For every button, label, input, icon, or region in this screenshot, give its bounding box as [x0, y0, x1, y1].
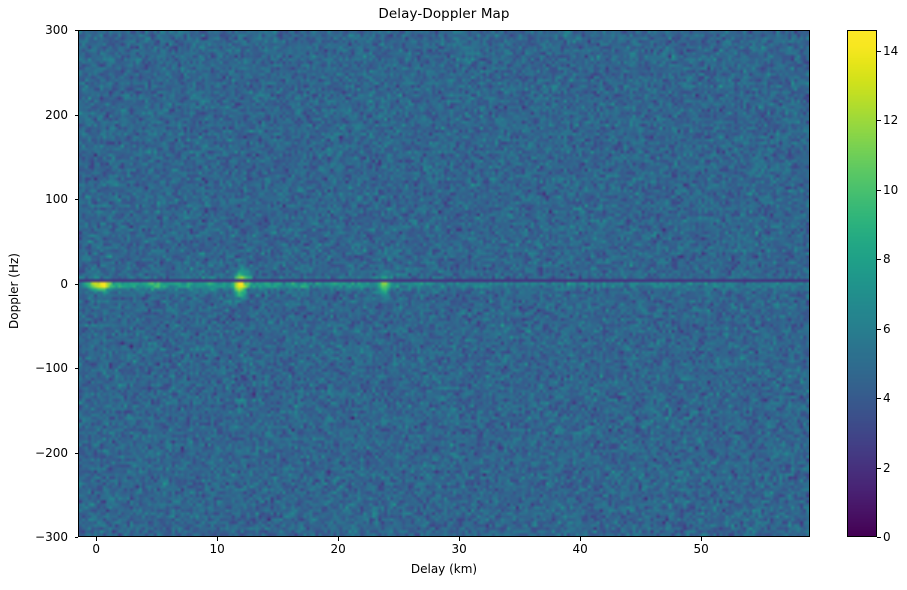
y-tick-mark: [74, 452, 78, 454]
colorbar-tick-mark: [877, 189, 881, 191]
colorbar: [847, 30, 877, 537]
x-tick-mark: [459, 537, 461, 541]
colorbar-tick-label: 12: [883, 113, 899, 128]
x-tick-label: 0: [92, 542, 100, 556]
colorbar-tick-mark: [877, 467, 881, 469]
colorbar-tick-label: 2: [883, 460, 891, 475]
x-tick-mark: [217, 537, 219, 541]
colorbar-gradient: [848, 31, 876, 536]
y-tick-mark: [74, 537, 78, 538]
colorbar-tick-label: 4: [883, 391, 891, 406]
colorbar-tick-mark: [877, 259, 881, 261]
y-tick-mark: [74, 30, 78, 31]
colorbar-tick-mark: [877, 398, 881, 400]
colorbar-tick-label: 8: [883, 252, 891, 267]
y-axis-label: Doppler (Hz): [7, 252, 21, 329]
colorbar-tick-mark: [877, 120, 881, 122]
y-tick-label: 300: [45, 23, 68, 37]
x-tick-mark: [338, 537, 340, 541]
y-tick-label: −100: [35, 361, 68, 375]
heatmap-image: [79, 31, 809, 536]
y-tick-mark: [74, 368, 78, 369]
x-axis-label: Delay (km): [410, 562, 478, 576]
colorbar-tick-label: 6: [883, 321, 891, 336]
y-tick-mark: [74, 199, 78, 200]
x-tick-label: 50: [693, 542, 709, 556]
y-tick-mark: [74, 283, 78, 285]
y-tick-label: −200: [35, 445, 68, 460]
x-tick-label: 30: [451, 542, 467, 556]
delay-doppler-heatmap: [79, 31, 809, 536]
y-tick-label: 100: [45, 192, 68, 206]
y-tick-label: −300: [35, 530, 68, 544]
colorbar-tick-label: 0: [883, 530, 891, 544]
x-tick-label: 20: [330, 542, 346, 556]
x-tick-mark: [580, 537, 582, 541]
x-tick-label: 10: [209, 542, 225, 556]
colorbar-tick-label: 14: [883, 43, 899, 58]
colorbar-tick-label: 10: [883, 182, 899, 197]
colorbar-tick-mark: [877, 50, 881, 52]
x-tick-mark: [701, 537, 703, 541]
colorbar-tick-mark: [877, 537, 881, 538]
page-title: Delay-Doppler Map: [378, 6, 510, 22]
y-tick-mark: [74, 114, 78, 116]
colorbar-tick-mark: [877, 328, 881, 330]
y-tick-label: 200: [45, 107, 68, 122]
x-tick-mark: [96, 537, 98, 541]
x-tick-label: 40: [572, 542, 588, 556]
y-tick-label: 0: [60, 276, 68, 291]
heatmap-axes: [78, 30, 810, 537]
